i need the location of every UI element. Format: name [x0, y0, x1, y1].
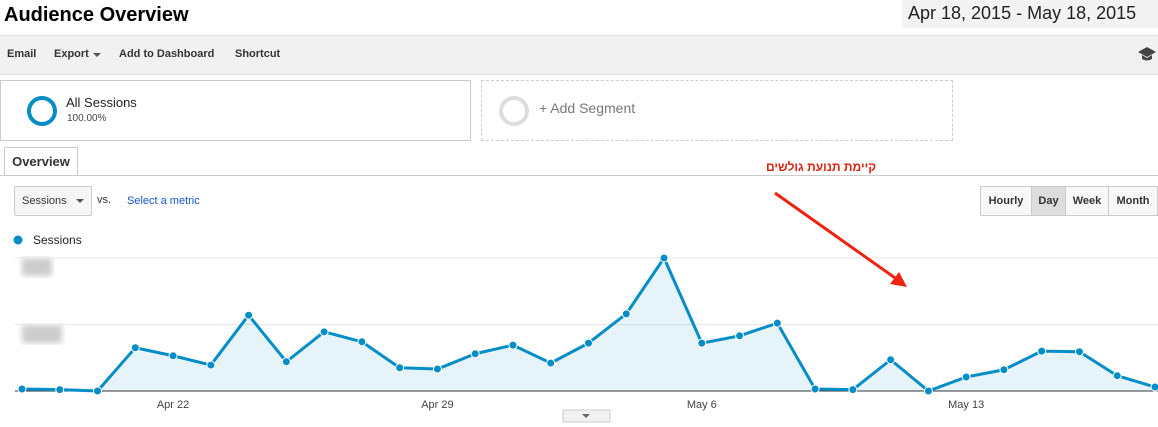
- point: [923, 386, 933, 396]
- point: [319, 327, 329, 337]
- segment-share: 100.00%: [67, 113, 107, 124]
- point: [1150, 382, 1158, 392]
- toolbar-item[interactable]: Add to Dashboard: [119, 48, 215, 60]
- point: [886, 355, 896, 365]
- tab[interactable]: Overview: [4, 147, 78, 176]
- point: [848, 385, 858, 395]
- annotation: קיימת תנועת גולשים: [766, 160, 877, 174]
- point: [1074, 347, 1084, 357]
- point: [621, 309, 631, 319]
- point: [546, 358, 556, 368]
- point: [659, 253, 669, 263]
- point: [810, 384, 820, 394]
- point: [584, 338, 593, 348]
- add-segment[interactable]: + Add Segment: [539, 100, 636, 116]
- segment-icon: [27, 96, 57, 126]
- x-tick-label: May 13: [948, 399, 984, 411]
- chart: Sessions Apr 22 Apr 29 May 6 May 13: [13, 233, 1158, 423]
- point: [1112, 371, 1122, 381]
- point: [961, 372, 971, 382]
- point: [508, 340, 518, 350]
- dropdown-caret: [93, 53, 101, 57]
- page-title: Audience Overview: [4, 4, 189, 26]
- point: [999, 365, 1009, 375]
- x-tick-label: Apr 29: [421, 399, 453, 411]
- point: [17, 384, 27, 394]
- date-range[interactable]: Apr 18, 2015 - May 18, 2015: [902, 0, 1158, 28]
- toolbar: Email Export Add to Dashboard Shortcut: [0, 35, 1158, 75]
- point: [168, 351, 178, 361]
- point: [130, 343, 140, 353]
- divider: [0, 175, 1158, 176]
- point: [55, 385, 65, 395]
- legend-label: Sessions: [33, 233, 82, 247]
- point: [357, 337, 367, 347]
- point: [772, 318, 782, 328]
- area: [22, 258, 1155, 391]
- point: [206, 360, 216, 370]
- toolbar-item[interactable]: Export: [54, 48, 89, 60]
- metric-label: Sessions: [22, 195, 67, 207]
- point: [244, 310, 254, 320]
- toolbar-item[interactable]: Email: [7, 48, 37, 60]
- point: [1037, 346, 1047, 356]
- blurred-label: [22, 325, 62, 343]
- granularity-button[interactable]: Month: [1108, 186, 1158, 216]
- point: [93, 386, 103, 396]
- metric-select[interactable]: Sessions: [14, 186, 92, 216]
- segment-name: All Sessions: [66, 95, 137, 110]
- segment-icon: [499, 96, 529, 126]
- add-segment-card[interactable]: + Add Segment: [481, 80, 953, 141]
- x-tick-label: Apr 22: [157, 399, 189, 411]
- academy-icon[interactable]: [1137, 46, 1157, 62]
- point: [395, 363, 405, 373]
- granularity-button[interactable]: Day: [1031, 186, 1066, 216]
- point: [281, 357, 291, 367]
- blurred-label: [22, 258, 52, 276]
- dropdown-caret: [76, 199, 84, 203]
- point: [432, 364, 442, 374]
- point: [735, 331, 745, 341]
- toolbar-item[interactable]: Shortcut: [235, 48, 281, 60]
- granularity-button[interactable]: Hourly: [980, 186, 1032, 216]
- x-tick-label: May 6: [687, 399, 717, 411]
- vs-label: vs.: [97, 194, 112, 206]
- point: [470, 349, 480, 359]
- granularity-button[interactable]: Week: [1065, 186, 1109, 216]
- select-metric-link[interactable]: Select a metric: [127, 195, 200, 207]
- handle-caret: [582, 414, 590, 418]
- point: [697, 338, 707, 348]
- legend-marker: [13, 235, 23, 245]
- segment-card[interactable]: All Sessions 100.00%: [0, 80, 471, 141]
